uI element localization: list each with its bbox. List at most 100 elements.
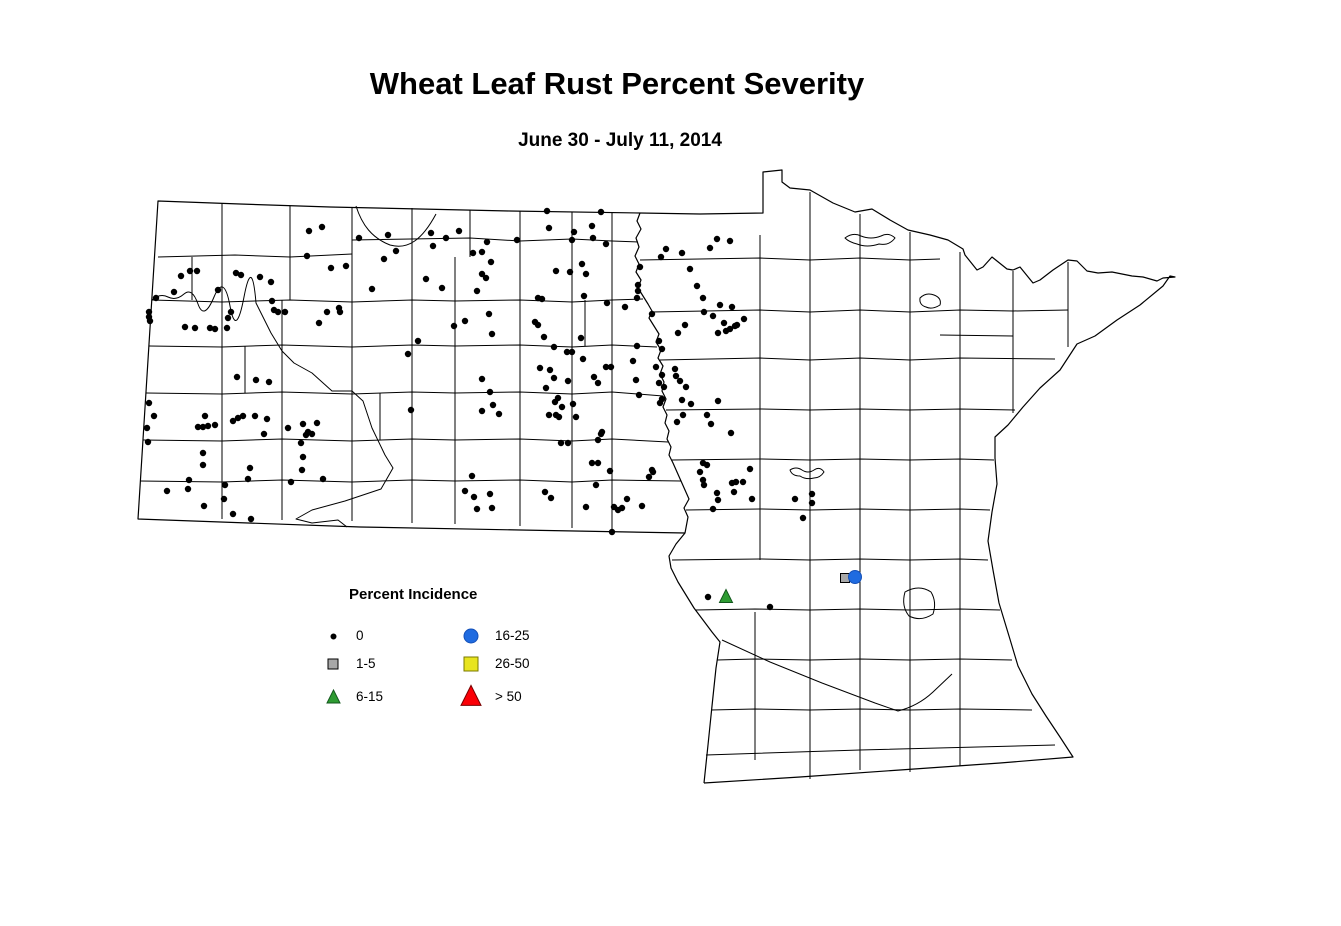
severity-marker-0: [572, 413, 580, 421]
severity-marker-0: [442, 234, 450, 242]
severity-marker-0: [700, 481, 708, 489]
severity-marker-0: [594, 459, 602, 467]
severity-marker-0: [732, 478, 740, 486]
severity-marker-0: [200, 502, 208, 510]
severity-marker-0: [703, 461, 711, 469]
severity-marker-0: [260, 430, 268, 438]
severity-marker-0: [319, 475, 327, 483]
severity-marker-0: [634, 281, 642, 289]
severity-marker-0: [808, 499, 816, 507]
severity-marker-0: [592, 481, 600, 489]
severity-marker-0: [579, 355, 587, 363]
severity-marker-0: [485, 310, 493, 318]
severity-marker-0: [649, 468, 657, 476]
severity-marker-0: [265, 378, 273, 386]
severity-marker-0: [709, 312, 717, 320]
severity-marker-0: [392, 247, 400, 255]
severity-marker-0: [284, 424, 292, 432]
severity-marker-0: [146, 317, 154, 325]
severity-marker-0: [478, 270, 486, 278]
severity-marker-0: [429, 242, 437, 250]
severity-marker-0: [582, 503, 590, 511]
severity-marker-0: [799, 514, 807, 522]
severity-marker-0: [224, 314, 232, 322]
severity-marker-0: [268, 297, 276, 305]
severity-marker-0: [380, 255, 388, 263]
severity-marker-0: [221, 481, 229, 489]
severity-marker-0: [713, 489, 721, 497]
severity-marker-0: [297, 439, 305, 447]
severity-marker-0: [469, 249, 477, 257]
severity-marker-0: [478, 375, 486, 383]
legend-label: 26-50: [495, 656, 530, 671]
severity-marker-0: [186, 267, 194, 275]
severity-marker-0: [564, 439, 572, 447]
severity-marker-0: [450, 322, 458, 330]
county-lines: [139, 192, 1069, 779]
severity-marker-6-15: [718, 588, 734, 603]
severity-marker-0: [696, 468, 704, 476]
severity-marker-0: [214, 286, 222, 294]
severity-marker-0: [638, 502, 646, 510]
severity-marker-0: [223, 324, 231, 332]
legend: Percent Incidence 0 1-5 6-15 16-25 26-50 > 50: [320, 580, 580, 720]
severity-marker-0: [315, 319, 323, 327]
severity-marker-0: [281, 308, 289, 316]
severity-marker-0: [237, 271, 245, 279]
legend-title: Percent Incidence: [349, 586, 478, 603]
severity-marker-0: [368, 285, 376, 293]
legend-symbol-square: [327, 658, 339, 670]
severity-marker-0: [568, 236, 576, 244]
severity-marker-0: [707, 420, 715, 428]
severity-marker-0: [808, 490, 816, 498]
severity-marker-0: [681, 321, 689, 329]
state-boundaries: [137, 169, 1176, 784]
legend-label: 1-5: [356, 656, 376, 671]
marker-layer: [143, 207, 862, 611]
severity-marker-0: [748, 495, 756, 503]
severity-marker-0: [143, 424, 151, 432]
missouri-river: [151, 276, 394, 528]
severity-marker-0: [513, 236, 521, 244]
severity-marker-0: [740, 315, 748, 323]
severity-marker-0: [545, 224, 553, 232]
severity-marker-0: [486, 388, 494, 396]
severity-marker-0: [655, 337, 663, 345]
severity-marker-0: [726, 237, 734, 245]
severity-marker-0: [229, 417, 237, 425]
north-dakota-outline: [137, 200, 686, 534]
severity-marker-0: [263, 415, 271, 423]
severity-marker-0: [590, 373, 598, 381]
severity-marker-0: [602, 240, 610, 248]
severity-marker-0: [495, 410, 503, 418]
severity-marker-0: [791, 495, 799, 503]
severity-marker-0: [727, 429, 735, 437]
severity-marker-0: [193, 267, 201, 275]
severity-marker-0: [538, 295, 546, 303]
severity-marker-0: [145, 399, 153, 407]
severity-marker-0: [384, 231, 392, 239]
severity-marker-0: [686, 265, 694, 273]
severity-marker-0: [308, 430, 316, 438]
severity-marker-0: [607, 363, 615, 371]
severity-marker-0: [588, 459, 596, 467]
severity-marker-0: [662, 245, 670, 253]
severity-marker-0: [177, 272, 185, 280]
severity-marker-0: [489, 401, 497, 409]
severity-marker-0: [693, 282, 701, 290]
severity-marker-0: [674, 329, 682, 337]
rivers-and-lakes: [151, 205, 953, 712]
minnesota-river: [721, 639, 953, 712]
severity-marker-0: [404, 350, 412, 358]
severity-marker-0: [582, 270, 590, 278]
severity-marker-0: [569, 400, 577, 408]
severity-marker-0: [427, 229, 435, 237]
severity-marker-0: [679, 411, 687, 419]
severity-marker-0: [455, 227, 463, 235]
legend-symbol-square: [463, 656, 479, 672]
severity-marker-0: [636, 263, 644, 271]
severity-marker-0: [621, 303, 629, 311]
severity-marker-0: [163, 487, 171, 495]
severity-marker-0: [482, 274, 490, 282]
severity-marker-0: [555, 413, 563, 421]
